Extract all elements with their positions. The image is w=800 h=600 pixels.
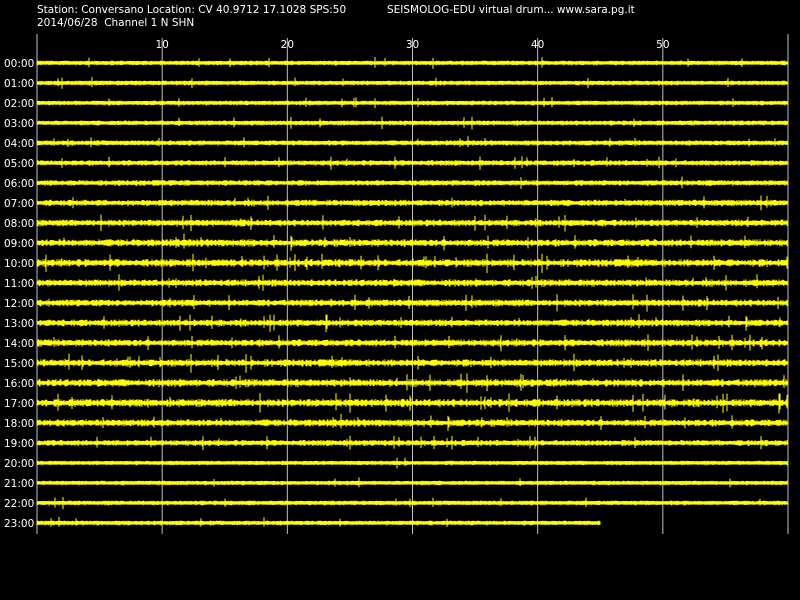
seismic-trace-0100 (36, 77, 788, 89)
seismic-trace-1400 (36, 334, 788, 352)
seismic-trace-0900 (36, 233, 788, 251)
row-label-2100: 21:00 (4, 478, 34, 490)
row-label-1600: 16:00 (4, 378, 34, 390)
row-label-2300: 23:00 (4, 518, 34, 530)
seismic-trace-1800 (36, 413, 788, 431)
seismic-trace-0600 (36, 176, 788, 189)
row-label-0100: 01:00 (4, 78, 34, 90)
row-label-0900: 09:00 (4, 238, 34, 250)
row-label-1000: 10:00 (4, 258, 34, 270)
seismic-trace-1000 (36, 253, 788, 273)
row-label-0400: 04:00 (4, 138, 34, 150)
row-label-1100: 11:00 (4, 278, 34, 290)
row-label-1500: 15:00 (4, 358, 34, 370)
seismic-trace-0500 (36, 156, 788, 170)
x-tick-label: 10 (155, 39, 168, 51)
seismic-trace-1100 (36, 274, 788, 291)
seismic-trace-2100 (36, 477, 788, 488)
x-tick-label: 20 (281, 39, 294, 51)
station-info: Station: Conversano Location: CV 40.9712… (37, 4, 347, 16)
row-label-0800: 08:00 (4, 218, 34, 230)
row-label-1200: 12:00 (4, 298, 34, 310)
seismic-trace-1700 (36, 393, 788, 414)
app-title: SEISMOLOG-EDU virtual drum... www.sara.p… (387, 4, 635, 16)
row-label-2000: 20:00 (4, 458, 34, 470)
row-label-0600: 06:00 (4, 178, 34, 190)
seismic-trace-1500 (36, 353, 788, 373)
row-label-2200: 22:00 (4, 498, 34, 510)
seismic-trace-2200 (36, 497, 788, 510)
x-tick-label: 40 (531, 39, 544, 51)
seismic-trace-0300 (36, 116, 788, 130)
seismic-trace-0200 (36, 97, 788, 109)
seismic-trace-0400 (36, 136, 788, 148)
row-label-1700: 17:00 (4, 398, 34, 410)
seismic-trace-1200 (36, 294, 788, 312)
row-label-1300: 13:00 (4, 318, 34, 330)
row-label-0300: 03:00 (4, 118, 34, 130)
row-label-1800: 18:00 (4, 418, 34, 430)
row-label-0500: 05:00 (4, 158, 34, 170)
seismic-trace-1900 (36, 435, 788, 451)
x-tick-label: 50 (656, 39, 669, 51)
trace-layer (36, 57, 788, 527)
seismic-trace-0800 (36, 214, 788, 232)
seismic-trace-0000 (36, 57, 788, 69)
row-label-1900: 19:00 (4, 438, 34, 450)
date-channel-info: 2014/06/28 Channel 1 N SHN (37, 17, 195, 29)
label-layer: 10 20 30 40 50 00:00 01:00 02:00 03:00 04:00 05:00… (4, 39, 670, 530)
seismic-trace-1600 (36, 373, 788, 393)
seismic-trace-0700 (36, 195, 788, 211)
seismic-trace-1300 (36, 314, 788, 333)
seismic-trace-2300 (36, 516, 601, 527)
row-label-0700: 07:00 (4, 198, 34, 210)
seismic-trace-2000 (36, 457, 788, 469)
row-label-0200: 02:00 (4, 98, 34, 110)
row-label-1400: 14:00 (4, 338, 34, 350)
x-tick-label: 30 (406, 39, 419, 51)
row-label-0000: 00:00 (4, 58, 34, 70)
